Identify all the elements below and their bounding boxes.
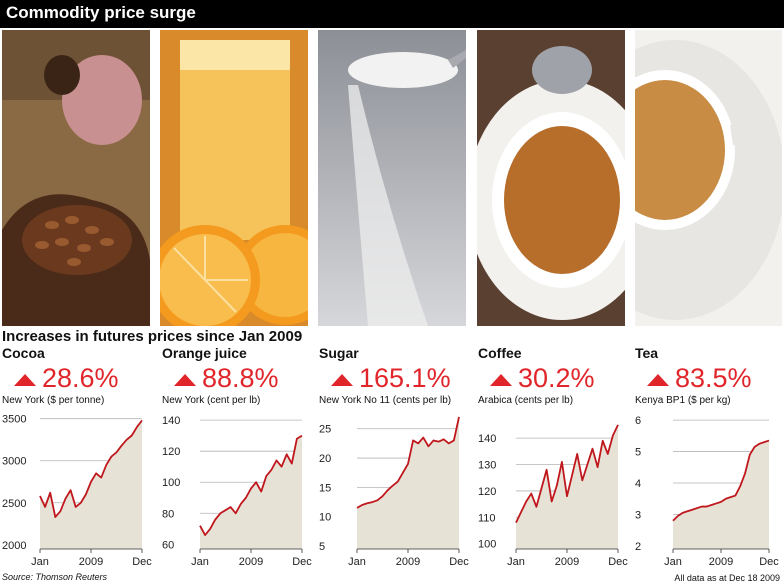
x-tick-label: Jan: [507, 556, 525, 568]
x-tick-label: 2009: [396, 556, 420, 568]
series-line: [672, 439, 770, 522]
x-tick-label: 2009: [239, 556, 263, 568]
y-tick-label: 120: [162, 446, 180, 458]
commodity-name: Orange juice: [162, 345, 247, 361]
up-arrow-icon: [174, 374, 196, 386]
change-value: 88.8%: [202, 363, 279, 393]
y-tick-label: 15: [319, 482, 331, 494]
y-tick-label: 3000: [2, 456, 26, 468]
x-tick-label: Jan: [348, 556, 366, 568]
sugar-photo: [318, 30, 466, 326]
y-tick-label: 140: [162, 415, 180, 427]
orange-juice-chart: 60 80 100 120 140 Jan 2009 Dec: [162, 415, 312, 568]
x-tick-label: 2009: [709, 556, 733, 568]
commodity-name: Coffee: [478, 345, 522, 361]
y-tick-label: 130: [478, 460, 496, 472]
series-line: [199, 434, 303, 536]
x-tick-label: Dec: [292, 556, 312, 568]
area-fill: [516, 424, 618, 549]
y-tick-label: 6: [635, 415, 641, 427]
y-tick-label: 2000: [2, 540, 26, 552]
tea-cup-photo: [635, 30, 782, 326]
area-fill: [200, 435, 302, 549]
change-value: 30.2%: [518, 363, 595, 393]
unit-label: New York No 11 (cents per lb): [319, 395, 452, 406]
cocoa-chart: 2000 2500 3000 3500 Jan 2009 Dec: [2, 414, 152, 568]
page-title: Commodity price surge: [6, 3, 196, 22]
y-tick-label: 5: [319, 541, 325, 553]
series-line: [39, 419, 143, 518]
change-display: 88.8%: [174, 363, 279, 394]
up-arrow-icon: [14, 374, 36, 386]
area-fill: [357, 417, 459, 549]
x-tick-label: 2009: [555, 556, 579, 568]
y-tick-label: 25: [319, 424, 331, 436]
sugar-chart: 5 10 15 20 25 Jan 2009 Dec: [319, 416, 469, 568]
coffee-chart: 100 110 120 130 140 Jan 2009 Dec: [478, 424, 628, 568]
change-display: 30.2%: [490, 363, 595, 394]
y-tick-label: 3500: [2, 414, 26, 426]
source-note: Source: Thomson Reuters: [2, 572, 108, 582]
x-tick-label: Dec: [449, 556, 469, 568]
orange-juice-photo: [160, 30, 308, 326]
unit-label: New York (cent per lb): [162, 395, 261, 406]
title-banner: Commodity price surge: [0, 0, 784, 28]
y-tick-label: 2: [635, 541, 641, 553]
y-tick-label: 140: [478, 433, 496, 445]
sugar-panel: Sugar 165.1% New York No 11 (cents per l…: [319, 345, 473, 573]
cocoa-beans-photo: [2, 30, 150, 326]
x-tick-label: Dec: [608, 556, 628, 568]
y-tick-label: 110: [478, 512, 496, 524]
y-tick-label: 10: [319, 512, 331, 524]
change-value: 83.5%: [675, 363, 752, 393]
x-tick-label: Jan: [191, 556, 209, 568]
up-arrow-icon: [331, 374, 353, 386]
y-tick-label: 120: [478, 486, 496, 498]
tea-panel: Tea 83.5% Kenya BP1 ($ per kg) 2 3 4 5 6 Jan 2…: [635, 345, 783, 573]
y-tick-label: 3: [635, 509, 641, 521]
change-value: 165.1%: [359, 363, 451, 393]
series-line: [356, 416, 460, 509]
cocoa-panel: Cocoa 28.6% New York ($ per tonne) 2000 2…: [2, 345, 156, 573]
y-tick-label: 80: [162, 508, 174, 520]
commodity-name: Tea: [635, 345, 659, 361]
x-tick-label: Jan: [664, 556, 682, 568]
change-display: 165.1%: [331, 363, 451, 394]
as-of-note: All data as at Dec 18 2009: [674, 573, 780, 583]
tea-chart: 2 3 4 5 6 Jan 2009 Dec: [635, 415, 779, 568]
change-display: 28.6%: [14, 363, 119, 394]
coffee-panel: Coffee 30.2% Arabica (cents per lb) 100 1…: [478, 345, 632, 573]
x-tick-label: Jan: [31, 556, 49, 568]
subtitle: Increases in futures prices since Jan 20…: [2, 328, 303, 345]
x-tick-label: 2009: [79, 556, 103, 568]
orange-juice-panel: Orange juice 88.8% New York (cent per lb…: [162, 345, 316, 573]
change-display: 83.5%: [647, 363, 752, 394]
series-line: [515, 424, 619, 523]
y-tick-label: 5: [635, 447, 641, 459]
unit-label: Kenya BP1 ($ per kg): [635, 395, 731, 406]
y-tick-label: 100: [162, 477, 180, 489]
x-tick-label: Dec: [132, 556, 152, 568]
y-tick-label: 60: [162, 539, 174, 551]
unit-label: New York ($ per tonne): [2, 395, 105, 406]
x-tick-label: Dec: [759, 556, 779, 568]
commodity-name: Sugar: [319, 345, 359, 361]
y-tick-label: 100: [478, 539, 496, 551]
change-value: 28.6%: [42, 363, 119, 393]
unit-label: Arabica (cents per lb): [478, 395, 574, 406]
y-tick-label: 2500: [2, 498, 26, 510]
commodity-name: Cocoa: [2, 345, 45, 361]
up-arrow-icon: [647, 374, 669, 386]
y-tick-label: 4: [635, 478, 641, 490]
coffee-cup-photo: [477, 30, 625, 326]
up-arrow-icon: [490, 374, 512, 386]
area-fill: [673, 440, 769, 549]
y-tick-label: 20: [319, 453, 331, 465]
